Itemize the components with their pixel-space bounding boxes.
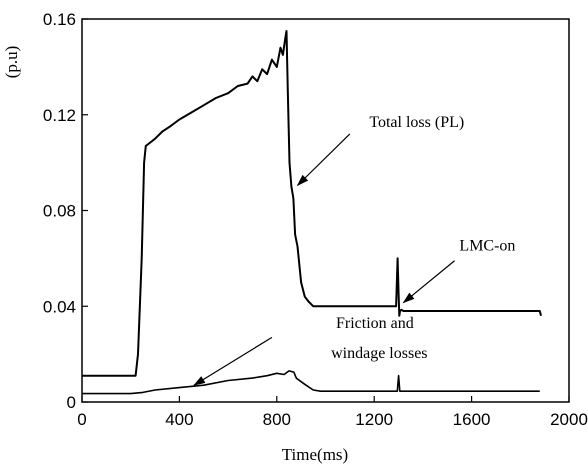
y-axis-label: (p.u) <box>2 46 21 79</box>
annotation-arrow <box>402 260 455 304</box>
x-tick-label: 1600 <box>453 410 491 429</box>
x-tick-label: 800 <box>263 410 291 429</box>
annotation-label: Total loss (PL) <box>369 114 464 131</box>
series-line-friction-windage <box>82 370 540 395</box>
y-tick-label: 0.16 <box>43 10 76 29</box>
y-tick-label: 0.08 <box>43 202 76 221</box>
y-tick-label: 0.12 <box>43 106 76 125</box>
y-tick-label: 0 <box>67 393 76 412</box>
x-tick-label: 400 <box>165 410 193 429</box>
y-tick-label: 0.04 <box>43 297 76 316</box>
annotation-label: LMC-on <box>459 238 515 255</box>
series-line-total-loss <box>82 30 542 377</box>
x-tick-label: 0 <box>77 410 86 429</box>
x-tick-label: 1200 <box>355 410 393 429</box>
x-axis-label: Time(ms) <box>282 445 348 464</box>
plot-frame <box>81 18 570 403</box>
x-tick-label: 2000 <box>550 410 588 429</box>
annotation-label: windage losses <box>331 345 427 362</box>
annotation-arrow <box>193 336 273 386</box>
annotation-arrow <box>296 133 351 187</box>
annotation-label: Friction and <box>336 315 414 332</box>
